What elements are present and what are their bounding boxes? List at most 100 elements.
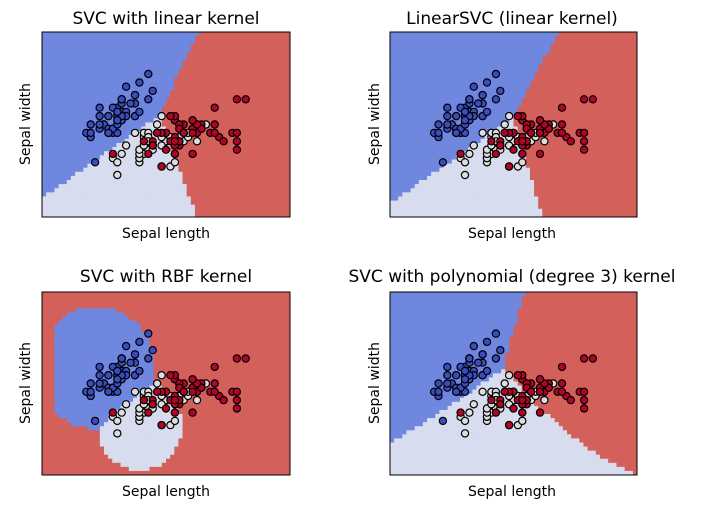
region-setosa [170, 64, 175, 70]
region-virginica [579, 167, 585, 173]
region-virginica [232, 151, 237, 156]
region-virginica [215, 126, 221, 132]
region-versicolor [186, 208, 192, 214]
region-virginica [261, 155, 266, 161]
region-virginica [223, 175, 229, 181]
region-virginica [190, 64, 196, 70]
region-versicolor [447, 171, 453, 177]
region-virginica [525, 159, 531, 165]
region-versicolor [418, 208, 424, 214]
region-setosa [70, 151, 76, 156]
region-virginica [219, 167, 225, 173]
region-versicolor [525, 200, 531, 206]
region-setosa [149, 106, 155, 111]
region-versicolor [166, 200, 171, 206]
region-setosa [95, 48, 101, 54]
region-setosa [108, 118, 113, 124]
region-virginica [571, 171, 576, 177]
region-setosa [414, 167, 420, 173]
region-setosa [394, 188, 399, 193]
region-setosa [394, 77, 399, 82]
region-versicolor [492, 171, 498, 177]
region-versicolor [112, 196, 117, 202]
region-setosa [83, 56, 89, 62]
region-virginica [281, 212, 287, 217]
region-setosa [157, 73, 163, 78]
region-setosa [75, 114, 80, 119]
region-versicolor [70, 175, 76, 181]
region-setosa [402, 93, 408, 99]
region-virginica [223, 134, 229, 140]
region-setosa [451, 44, 457, 50]
region-setosa [79, 97, 84, 103]
region-versicolor [480, 167, 486, 173]
region-setosa [66, 101, 72, 107]
region-virginica [567, 208, 572, 214]
region-setosa [422, 110, 428, 115]
region-versicolor [116, 188, 122, 193]
region-setosa [484, 101, 490, 107]
region-virginica [228, 208, 233, 214]
region-versicolor [178, 196, 184, 202]
region-virginica [265, 56, 270, 62]
region-virginica [215, 73, 221, 78]
region-virginica [571, 101, 576, 107]
region-setosa [149, 118, 155, 124]
region-virginica [236, 151, 241, 156]
region-virginica [207, 40, 213, 45]
region-virginica [232, 184, 237, 189]
region-versicolor [116, 192, 122, 198]
region-setosa [521, 64, 527, 70]
region-versicolor [145, 167, 151, 173]
region-setosa [427, 130, 432, 136]
region-virginica [554, 44, 560, 50]
region-virginica [252, 73, 258, 78]
region-virginica [252, 36, 258, 41]
region-versicolor [509, 212, 515, 217]
region-setosa [83, 155, 89, 161]
region-virginica [186, 159, 192, 165]
region-versicolor [62, 188, 68, 193]
region-virginica [232, 32, 237, 37]
region-versicolor [422, 180, 428, 185]
region-setosa [492, 48, 498, 54]
region-versicolor [406, 192, 412, 198]
region-virginica [244, 134, 250, 140]
region-setosa [108, 32, 113, 37]
data-point [144, 149, 153, 159]
region-setosa [517, 64, 523, 70]
region-versicolor [422, 184, 428, 189]
region-setosa [410, 77, 416, 82]
region-setosa [476, 85, 482, 91]
region-setosa [87, 93, 93, 99]
region-versicolor [87, 163, 93, 169]
region-virginica [285, 188, 290, 193]
region-setosa [459, 97, 465, 103]
region-virginica [562, 97, 568, 103]
region-virginica [579, 163, 585, 169]
region-setosa [120, 40, 126, 45]
region-versicolor [427, 204, 432, 210]
region-versicolor [525, 192, 531, 198]
region-virginica [571, 130, 576, 136]
region-virginica [567, 155, 572, 161]
region-virginica [223, 114, 229, 119]
region-virginica [546, 163, 552, 169]
region-virginica [554, 48, 560, 54]
region-virginica [240, 93, 246, 99]
region-setosa [116, 48, 122, 54]
region-versicolor [439, 200, 445, 206]
region-versicolor [513, 155, 519, 161]
region-setosa [394, 130, 399, 136]
region-setosa [70, 163, 76, 169]
region-versicolor [149, 159, 155, 165]
region-virginica [550, 64, 556, 70]
region-setosa [459, 36, 465, 41]
region-setosa [513, 106, 519, 111]
region-virginica [182, 60, 188, 66]
region-setosa [492, 64, 498, 70]
region-versicolor [505, 171, 510, 177]
region-virginica [529, 81, 535, 87]
region-virginica [252, 192, 258, 198]
region-setosa [459, 89, 465, 95]
